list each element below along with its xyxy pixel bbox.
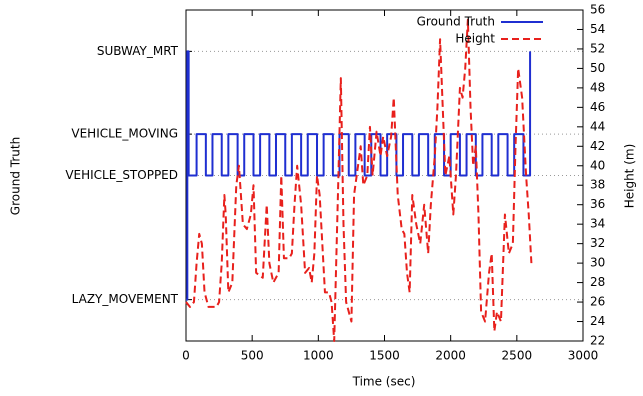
y2-tick-label: 32 (590, 236, 605, 250)
y2-tick-label: 28 (590, 275, 605, 289)
y2-axis-label: Height (m) (623, 144, 637, 209)
y2-tick-label: 40 (590, 158, 605, 172)
y2-tick-label: 44 (590, 119, 605, 133)
x-tick-label: 2000 (435, 349, 466, 363)
x-tick-label: 1500 (369, 349, 400, 363)
y2-tick-label: 46 (590, 100, 605, 114)
x-axis-label: Time (sec) (352, 375, 416, 389)
data-line (185, 18, 533, 342)
y2-tick-label: 36 (590, 197, 605, 211)
y-tick-label: LAZY_MOVEMENT (72, 292, 179, 306)
legend-label: Ground Truth (417, 15, 495, 29)
y2-tick-label: 34 (590, 217, 605, 231)
y2-tick-label: 26 (590, 295, 605, 309)
y-axis-label: Ground Truth (9, 137, 23, 215)
y2-tick-label: 38 (590, 178, 605, 192)
y-tick-label: SUBWAY_MRT (97, 44, 179, 58)
plot-frame (185, 9, 584, 342)
x-tick-label: 2500 (502, 349, 533, 363)
y2-tick-label: 50 (590, 61, 605, 75)
y2-tick-label: 42 (590, 139, 605, 153)
x-tick-label: 3000 (568, 349, 599, 363)
y2-tick-label: 56 (590, 3, 605, 17)
x-tick-label: 1000 (303, 349, 334, 363)
y2-tick-label: 48 (590, 80, 605, 94)
y2-tick-label: 54 (590, 22, 605, 36)
y2-tick-label: 52 (590, 41, 605, 55)
y-tick-label: VEHICLE_STOPPED (65, 168, 178, 182)
y2-tick-label: 30 (590, 256, 605, 270)
y2-tick-label: 24 (590, 314, 605, 328)
y-tick-label: VEHICLE_MOVING (71, 127, 178, 141)
data-line (186, 50, 532, 301)
y2-tick-label: 22 (590, 334, 605, 348)
legend-label: Height (455, 32, 495, 46)
x-tick-label: 500 (241, 349, 264, 363)
x-tick-label: 0 (182, 349, 190, 363)
